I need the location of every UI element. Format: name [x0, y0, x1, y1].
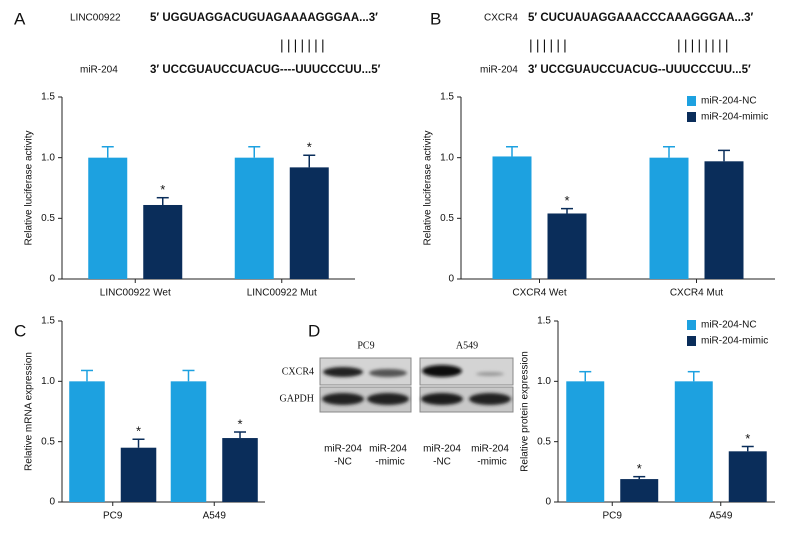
legend-swatch — [687, 320, 696, 330]
y-tick-label: 0.5 — [440, 213, 454, 224]
bar-chart: 0 0.5 1.0 1.5 Relative luciferase activity LI… — [24, 92, 355, 299]
y-tick-label: 1.5 — [41, 92, 55, 103]
base-pairing: ||||||| — [280, 37, 328, 53]
lane-label: -mimic — [477, 457, 506, 468]
lane-label: miR-204 — [324, 444, 362, 455]
blot-row: CXCR4 — [282, 366, 314, 377]
mirna-name: miR-204 — [480, 65, 518, 76]
blot-bands — [322, 365, 511, 405]
legend-label: miR-204-NC — [701, 320, 757, 331]
y-tick-label: 0.5 — [41, 213, 55, 224]
y-tick-label: 1.5 — [440, 92, 454, 103]
significance-marker: * — [237, 416, 242, 431]
bar — [170, 381, 207, 502]
bar — [289, 167, 329, 279]
y-tick-label: 1.5 — [537, 316, 551, 327]
x-tick-label: PC9 — [103, 511, 123, 522]
y-tick-label: 0 — [49, 274, 55, 285]
x-tick-label: LINC00922 Mut — [247, 288, 317, 299]
y-tick-label: 1.0 — [41, 376, 55, 387]
legend-label: miR-204-mimic — [701, 336, 768, 347]
lane-label: miR-204 — [423, 444, 461, 455]
y-axis-label: Relative protein expression — [520, 351, 531, 472]
bar — [492, 156, 532, 279]
bar — [674, 381, 713, 502]
panel-label: D — [308, 321, 320, 340]
western-blot: PC9 A549 CXCR4 GAPDH miR-204 -NC miR-204… — [280, 340, 514, 468]
mirna-sequence: 3′ UCCGUAUCCUACUG--UUUCCCUU...5′ — [528, 64, 751, 76]
bar — [620, 479, 659, 502]
bar — [88, 157, 128, 279]
y-tick-label: 0 — [49, 497, 55, 508]
target-sequence: 5′ UGGUAGGACUGUAGAAAAGGGAA...3′ — [150, 12, 378, 24]
y-tick-label: 1.5 — [41, 316, 55, 327]
lane-label: -mimic — [375, 457, 404, 468]
lane-label: miR-204 — [369, 444, 407, 455]
bar-chart: 0 0.5 1.0 1.5 Relative mRNA expression PC9 * A5… — [24, 316, 265, 522]
significance-marker: * — [307, 140, 312, 155]
mirna-sequence: 3′ UCCGUAUCCUACUG----UUUCCCUU...5′ — [150, 64, 381, 76]
x-tick-label: PC9 — [603, 511, 623, 522]
bar — [649, 157, 689, 279]
x-tick-label: CXCR4 Mut — [670, 288, 724, 299]
legend-label: miR-204-mimic — [701, 112, 768, 123]
legend-swatch — [687, 96, 696, 106]
bar — [728, 451, 767, 502]
bar — [566, 381, 605, 502]
lane-label: -NC — [334, 457, 352, 468]
x-tick-label: CXCR4 Wet — [512, 288, 566, 299]
y-tick-label: 1.0 — [440, 152, 454, 163]
target-sequence: 5′ CUCUAUAGGAAACCCAAAGGGAA...3′ — [528, 12, 754, 24]
base-pairing: |||||||| — [677, 37, 732, 53]
y-tick-label: 0.5 — [41, 436, 55, 447]
legend-label: miR-204-NC — [701, 96, 757, 107]
legend-swatch — [687, 336, 696, 346]
bar — [222, 438, 258, 502]
significance-marker: * — [160, 182, 165, 197]
bar — [143, 204, 183, 279]
y-axis-label: Relative luciferase activity — [24, 130, 35, 245]
y-axis-label: Relative luciferase activity — [423, 130, 434, 245]
y-tick-label: 0.5 — [537, 436, 551, 447]
panel-label: B — [430, 9, 441, 28]
blot-row: GAPDH — [280, 393, 314, 404]
x-tick-label: LINC00922 Wet — [100, 288, 171, 299]
lane-label: -NC — [433, 457, 451, 468]
target-name: LINC00922 — [70, 13, 121, 24]
significance-marker: * — [637, 461, 642, 476]
bar — [120, 447, 157, 502]
target-name: CXCR4 — [484, 13, 518, 24]
y-axis-label: Relative mRNA expression — [24, 352, 35, 471]
lane-label: miR-204 — [471, 444, 509, 455]
significance-marker: * — [564, 193, 569, 208]
panel-label: A — [14, 9, 26, 28]
y-tick-label: 0 — [448, 274, 454, 285]
bar — [547, 213, 587, 279]
mirna-name: miR-204 — [80, 65, 118, 76]
y-tick-label: 1.0 — [537, 376, 551, 387]
blot-group: A549 — [456, 340, 478, 351]
significance-marker: * — [745, 431, 750, 446]
y-tick-label: 0 — [545, 497, 551, 508]
bar — [69, 381, 105, 502]
x-tick-label: A549 — [203, 511, 227, 522]
blot-group: PC9 — [357, 340, 374, 351]
x-tick-label: A549 — [709, 511, 733, 522]
bar — [234, 157, 274, 279]
panel-label: C — [14, 321, 26, 340]
bar — [704, 161, 744, 279]
y-tick-label: 1.0 — [41, 152, 55, 163]
bar-chart: 0 0.5 1.0 1.5 Relative protein expression PC9… — [520, 316, 775, 522]
bar-chart: 0 0.5 1.0 1.5 Relative luciferase activity CX… — [423, 92, 775, 299]
base-pairing: |||||| — [529, 37, 570, 53]
significance-marker: * — [136, 424, 141, 439]
legend-swatch — [687, 112, 696, 122]
